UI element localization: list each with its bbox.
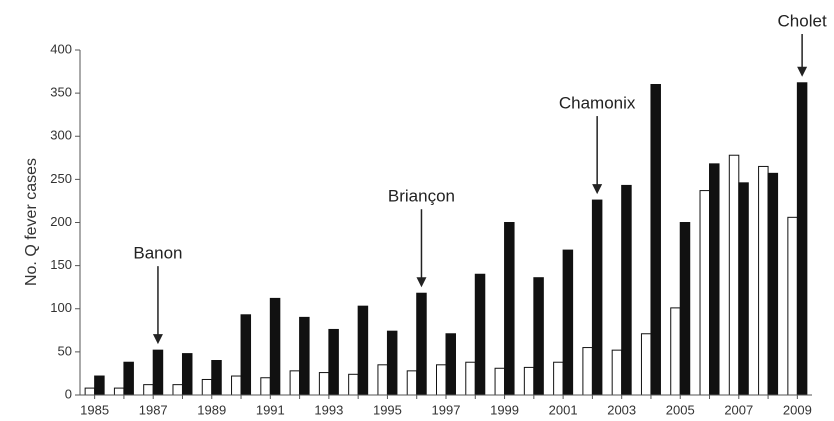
x-tick-label: 1985 bbox=[80, 402, 109, 417]
x-tick-label: 1993 bbox=[314, 402, 343, 417]
x-tick-label: 1987 bbox=[139, 402, 168, 417]
bar bbox=[123, 361, 134, 396]
bar bbox=[328, 328, 339, 396]
annotation-arrowhead bbox=[416, 277, 427, 288]
x-tick-label: 1989 bbox=[197, 402, 226, 417]
bar bbox=[318, 372, 330, 396]
y-tick-label: 0 bbox=[65, 386, 72, 401]
bar bbox=[582, 347, 593, 396]
x-tick-label: 1995 bbox=[373, 402, 402, 417]
bar bbox=[377, 364, 388, 396]
bar bbox=[709, 163, 720, 396]
x-tick-label: 2007 bbox=[724, 402, 753, 417]
bar bbox=[436, 364, 447, 396]
x-tick-label: 2001 bbox=[549, 402, 578, 417]
x-tick-label: 1991 bbox=[256, 402, 285, 417]
annotation-arrowhead bbox=[152, 334, 163, 345]
x-tick-label: 1997 bbox=[432, 402, 461, 417]
x-tick-label: 2005 bbox=[666, 402, 695, 417]
bar bbox=[113, 387, 125, 396]
bar bbox=[152, 349, 164, 396]
bar bbox=[758, 165, 769, 396]
bar bbox=[299, 316, 310, 396]
bar bbox=[494, 367, 506, 396]
bar bbox=[533, 277, 544, 396]
bar bbox=[728, 154, 740, 396]
y-tick-label: 150 bbox=[50, 257, 72, 272]
bar bbox=[260, 377, 271, 396]
bar bbox=[181, 353, 193, 396]
bar bbox=[738, 182, 749, 396]
annotation-label: Cholet bbox=[778, 11, 827, 30]
y-axis-label: No. Q fever cases bbox=[23, 158, 40, 286]
bar bbox=[406, 370, 418, 396]
bar bbox=[84, 387, 96, 396]
y-tick-label: 100 bbox=[50, 300, 72, 315]
bar bbox=[787, 216, 798, 396]
bar bbox=[562, 249, 574, 396]
x-tick-label: 2003 bbox=[607, 402, 636, 417]
bar bbox=[504, 222, 515, 396]
annotation-label: Banon bbox=[133, 244, 182, 263]
bar bbox=[640, 333, 652, 396]
bar bbox=[172, 384, 183, 396]
bar bbox=[679, 222, 691, 396]
bar bbox=[611, 349, 623, 396]
y-tick-label: 350 bbox=[50, 85, 72, 100]
y-tick-label: 400 bbox=[50, 41, 72, 56]
bar bbox=[465, 361, 476, 396]
x-tick-label: 1999 bbox=[490, 402, 519, 417]
y-tick-label: 50 bbox=[58, 343, 72, 358]
bar bbox=[767, 172, 779, 396]
bar bbox=[650, 84, 661, 396]
bar bbox=[386, 330, 398, 396]
y-tick-label: 300 bbox=[50, 128, 72, 143]
bar bbox=[94, 375, 105, 396]
annotation-arrowhead bbox=[592, 184, 603, 195]
bar bbox=[416, 292, 427, 396]
bar bbox=[474, 273, 486, 396]
bar bbox=[211, 360, 222, 396]
annotation-label: Briançon bbox=[388, 187, 455, 206]
bar bbox=[143, 384, 154, 396]
bar bbox=[699, 190, 711, 396]
bar bbox=[796, 82, 808, 396]
bar bbox=[553, 361, 564, 396]
y-tick-label: 200 bbox=[50, 214, 72, 229]
bar bbox=[231, 375, 242, 396]
bar bbox=[289, 370, 301, 396]
bar bbox=[357, 305, 369, 396]
bar bbox=[269, 297, 281, 396]
y-tick-label: 250 bbox=[50, 171, 72, 186]
x-tick-label: 2009 bbox=[783, 402, 812, 417]
bar bbox=[240, 314, 252, 396]
bar bbox=[621, 184, 632, 396]
annotation-arrowhead bbox=[797, 66, 808, 77]
bar bbox=[348, 373, 359, 396]
annotation-label: Chamonix bbox=[559, 94, 636, 113]
bar bbox=[523, 366, 535, 396]
bar bbox=[670, 307, 681, 396]
bar bbox=[201, 378, 213, 396]
bar bbox=[591, 199, 603, 396]
bar bbox=[445, 333, 456, 396]
